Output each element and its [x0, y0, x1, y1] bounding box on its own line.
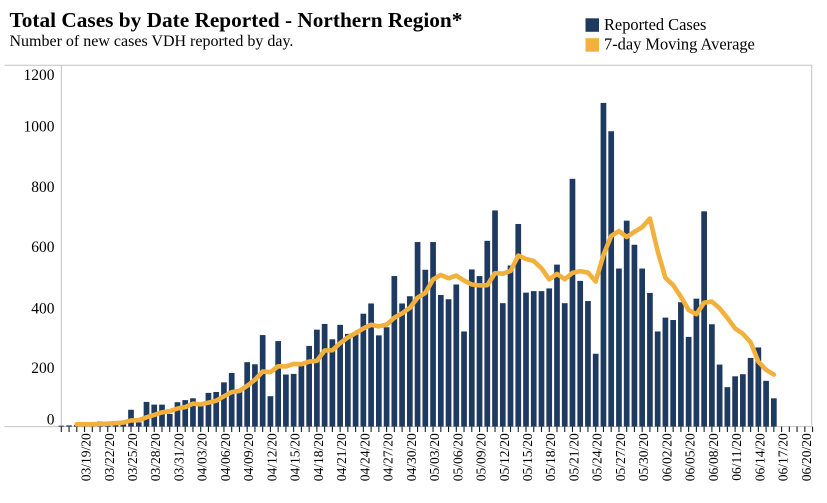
svg-text:05/03/20: 05/03/20: [427, 433, 442, 481]
svg-text:1200: 1200: [24, 67, 55, 84]
svg-text:05/06/20: 05/06/20: [450, 433, 465, 481]
svg-text:04/18/20: 04/18/20: [311, 433, 326, 481]
svg-text:800: 800: [31, 179, 55, 196]
svg-text:Reported Cases: Reported Cases: [604, 15, 706, 34]
svg-text:06/11/20: 06/11/20: [729, 433, 744, 481]
svg-text:05/30/20: 05/30/20: [636, 433, 651, 481]
svg-text:04/21/20: 04/21/20: [334, 433, 349, 481]
svg-text:04/30/20: 04/30/20: [404, 433, 419, 481]
svg-text:04/15/20: 04/15/20: [288, 433, 303, 481]
svg-text:06/02/20: 06/02/20: [659, 433, 674, 481]
svg-text:06/17/20: 06/17/20: [776, 433, 791, 481]
svg-text:400: 400: [31, 300, 55, 317]
svg-text:05/24/20: 05/24/20: [590, 433, 605, 481]
svg-text:200: 200: [31, 360, 55, 377]
svg-text:05/15/20: 05/15/20: [520, 433, 535, 481]
svg-text:04/09/20: 04/09/20: [241, 433, 256, 481]
svg-text:03/28/20: 03/28/20: [148, 433, 163, 481]
svg-text:05/12/20: 05/12/20: [497, 433, 512, 481]
svg-text:06/14/20: 06/14/20: [752, 433, 767, 481]
svg-text:05/09/20: 05/09/20: [474, 433, 489, 481]
svg-text:06/08/20: 06/08/20: [706, 433, 721, 481]
svg-text:04/27/20: 04/27/20: [381, 433, 396, 481]
svg-text:1000: 1000: [24, 119, 55, 136]
svg-text:05/21/20: 05/21/20: [566, 433, 581, 481]
svg-text:7-day Moving Average: 7-day Moving Average: [604, 35, 755, 54]
svg-text:03/22/20: 03/22/20: [102, 433, 117, 481]
svg-text:05/27/20: 05/27/20: [613, 433, 628, 481]
svg-text:Number of new cases VDH report: Number of new cases VDH reported by day.: [10, 33, 294, 50]
svg-text:600: 600: [31, 239, 55, 256]
svg-text:06/05/20: 06/05/20: [683, 433, 698, 481]
svg-text:0: 0: [47, 412, 55, 429]
svg-text:04/06/20: 04/06/20: [218, 433, 233, 481]
svg-text:04/24/20: 04/24/20: [357, 433, 372, 481]
svg-text:Total Cases by Date Reported -: Total Cases by Date Reported - Northern …: [10, 8, 463, 32]
svg-text:06/20/20: 06/20/20: [799, 433, 814, 481]
svg-text:03/25/20: 03/25/20: [125, 433, 140, 481]
svg-text:04/12/20: 04/12/20: [264, 433, 279, 481]
svg-text:05/18/20: 05/18/20: [543, 433, 558, 481]
svg-text:03/31/20: 03/31/20: [171, 433, 186, 481]
svg-text:04/03/20: 04/03/20: [195, 433, 210, 481]
svg-text:03/19/20: 03/19/20: [79, 433, 94, 481]
